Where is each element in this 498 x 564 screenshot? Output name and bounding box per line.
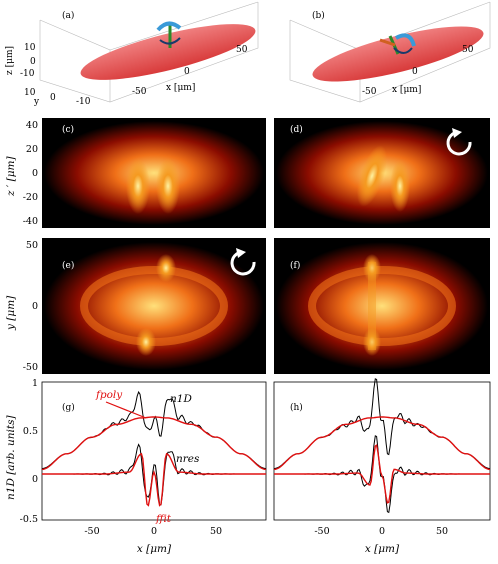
rotation-arrow-icon bbox=[395, 33, 416, 47]
zp-tick: 20 bbox=[26, 144, 38, 155]
y-tick: 10 bbox=[24, 88, 36, 98]
panel-label-f: (f) bbox=[290, 260, 300, 271]
panel-e: (e) bbox=[42, 238, 266, 374]
profile-y-label: n1D [arb. units] bbox=[5, 415, 17, 500]
x-axis-label: x [μm] bbox=[166, 83, 195, 93]
x-tick: 0 bbox=[379, 526, 385, 537]
z-tick: 0 bbox=[30, 57, 36, 67]
panel-a: (a) 10 0 -10 z [μm] 10 0 -10 y -50 0 50 … bbox=[5, 1, 259, 107]
series-fpoly bbox=[273, 416, 491, 471]
profile-x-axis: -50 0 50 -50 0 50 x [μm] x [μm] bbox=[84, 526, 448, 555]
panel-label-b: (b) bbox=[312, 10, 325, 21]
y-tick: 50 bbox=[26, 240, 38, 251]
annotation-arrow bbox=[105, 401, 147, 419]
arrow-head-icon bbox=[236, 248, 246, 258]
y-axis-label: y bbox=[33, 97, 40, 107]
x-tick: -50 bbox=[362, 87, 377, 97]
rotation-arrow-icon bbox=[159, 37, 181, 45]
y-tick: -50 bbox=[23, 362, 38, 373]
series-ffit bbox=[42, 452, 266, 507]
x-tick: -50 bbox=[84, 526, 99, 537]
annotation-ffit: ffit bbox=[155, 513, 172, 525]
panel-label-e: (e) bbox=[62, 260, 74, 271]
panel-label-c: (c) bbox=[62, 124, 74, 135]
panel-g: (g) fpoly n1D nres ffit bbox=[41, 381, 267, 525]
zp-tick: 40 bbox=[26, 120, 38, 131]
panel-label-h: (h) bbox=[290, 402, 303, 413]
x-tick: 50 bbox=[236, 45, 248, 55]
x-tick: 50 bbox=[436, 526, 448, 537]
profile-y-axis: 1 0.5 0 -0.5 n1D [arb. units] bbox=[5, 378, 38, 525]
panel-c: (c) bbox=[42, 118, 266, 228]
x-tick: 0 bbox=[412, 67, 418, 77]
arrow-head-icon bbox=[452, 128, 462, 138]
y-tick: 0 bbox=[32, 474, 38, 485]
z-tick: -10 bbox=[20, 69, 35, 79]
annotation-n1d: n1D bbox=[170, 393, 192, 405]
zp-tick: 0 bbox=[32, 168, 38, 179]
orange-axis bbox=[379, 38, 396, 47]
series-ffit bbox=[274, 444, 490, 504]
rotation-arrow-icon bbox=[156, 21, 182, 32]
panel-label-a: (a) bbox=[62, 10, 74, 21]
annotation-nres: nres bbox=[176, 453, 200, 465]
panel-h: (h) bbox=[273, 378, 491, 521]
panel-b: (b) -50 0 50 x [μm] bbox=[289, 1, 491, 103]
annotation-fpoly: fpoly bbox=[95, 389, 123, 401]
panel-d: (d) bbox=[274, 118, 490, 228]
x-tick: 50 bbox=[210, 526, 222, 537]
y-tick: 0 bbox=[50, 93, 56, 103]
zp-axis-label: z ′ [μm] bbox=[5, 156, 17, 197]
z-tick: 10 bbox=[24, 43, 36, 53]
z-axis-label: z [μm] bbox=[5, 46, 15, 75]
zp-axis: 40 20 0 -20 -40 z ′ [μm] bbox=[5, 120, 38, 227]
x-tick: 0 bbox=[184, 67, 190, 77]
panel-label-d: (d) bbox=[290, 124, 303, 135]
rotation-arrow-icon bbox=[393, 47, 413, 54]
y-tick: 0.5 bbox=[23, 426, 38, 437]
panel-f: (f) bbox=[274, 238, 490, 374]
x-axis-label-g: x [μm] bbox=[137, 543, 172, 555]
x-tick: -50 bbox=[132, 87, 147, 97]
y-tick: 0 bbox=[32, 301, 38, 312]
ellipsoid bbox=[80, 24, 256, 80]
y-tick: -0.5 bbox=[20, 514, 38, 525]
y-axis-label: y [μm] bbox=[5, 295, 17, 331]
series-fpoly bbox=[41, 416, 267, 471]
x-tick: 0 bbox=[151, 526, 157, 537]
x-tick: -50 bbox=[314, 526, 329, 537]
zp-tick: -20 bbox=[23, 192, 38, 203]
rotation-arrow-icon bbox=[446, 130, 472, 156]
x-tick: 50 bbox=[462, 45, 474, 55]
zp-tick: -40 bbox=[23, 216, 38, 227]
rotation-arrow-icon bbox=[230, 250, 256, 276]
y-axis-maps: 50 0 -50 y [μm] bbox=[5, 240, 38, 373]
x-axis-label-h: x [μm] bbox=[365, 543, 400, 555]
y-tick: -10 bbox=[76, 97, 91, 107]
y-tick: 1 bbox=[32, 378, 38, 389]
x-axis-label: x [μm] bbox=[392, 85, 421, 95]
panel-label-g: (g) bbox=[62, 402, 75, 413]
